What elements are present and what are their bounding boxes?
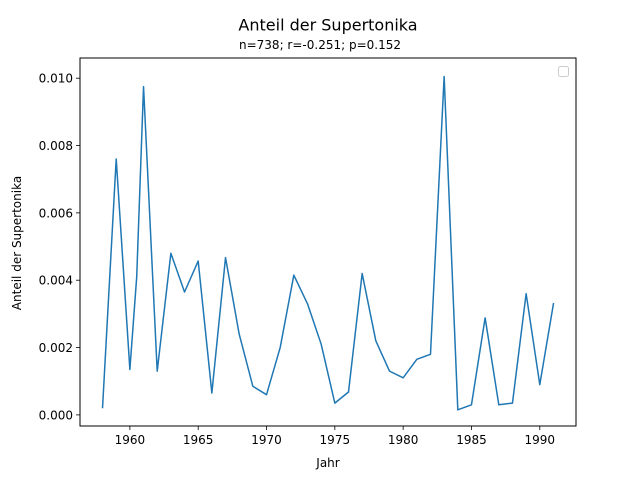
chart-title: Anteil der Supertonika bbox=[238, 16, 417, 35]
x-tick-label: 1960 bbox=[115, 433, 146, 447]
y-tick-label: 0.010 bbox=[39, 72, 73, 86]
y-tick-label: 0.000 bbox=[39, 408, 73, 422]
x-axis-label: Jahr bbox=[315, 456, 339, 470]
y-tick-label: 0.004 bbox=[39, 274, 73, 288]
legend-box bbox=[558, 66, 569, 77]
x-tick-label: 1990 bbox=[525, 433, 556, 447]
y-tick-label: 0.006 bbox=[39, 206, 73, 220]
y-tick-label: 0.002 bbox=[39, 341, 73, 355]
x-tick-label: 1970 bbox=[251, 433, 282, 447]
plot-area: 1960 1965 1970 1975 1980 1985 1990 0.000 0.002 0.… bbox=[39, 57, 577, 447]
y-axis-label: Anteil der Supertonika bbox=[10, 176, 24, 310]
y-tick-label: 0.008 bbox=[39, 139, 73, 153]
x-tick-label: 1980 bbox=[388, 433, 419, 447]
x-tick-label: 1985 bbox=[456, 433, 487, 447]
chart-subtitle: n=738; r=-0.251; p=0.152 bbox=[239, 38, 401, 52]
axes-frame bbox=[79, 57, 577, 427]
series-line-0 bbox=[101, 75, 555, 411]
x-tick-label: 1965 bbox=[183, 433, 214, 447]
x-tick-label: 1975 bbox=[320, 433, 351, 447]
